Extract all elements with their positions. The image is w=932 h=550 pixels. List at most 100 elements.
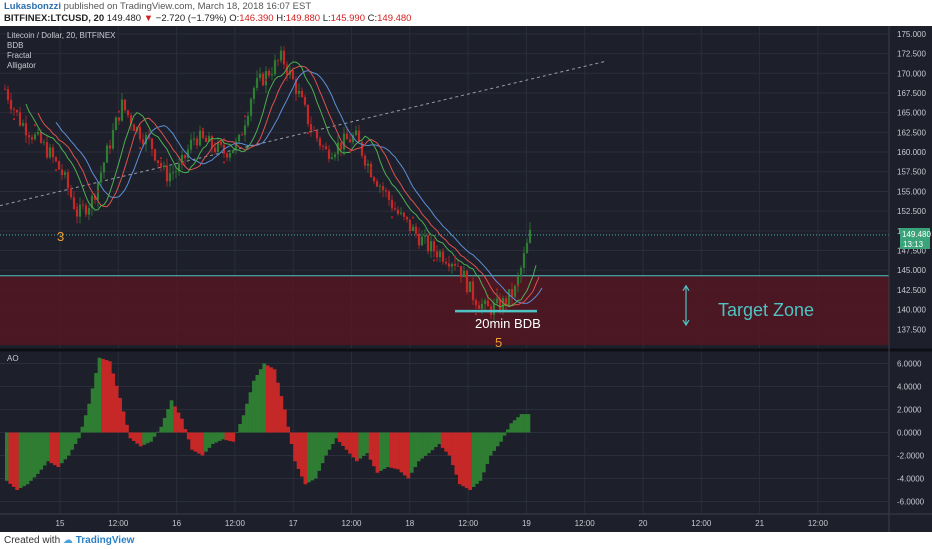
- time-tick-label: 12:00: [575, 519, 596, 528]
- candle-body: [102, 162, 106, 173]
- time-tick-label: 12:00: [808, 519, 829, 528]
- ao-bar: [169, 400, 174, 433]
- candle-body: [426, 235, 430, 252]
- ao-bar: [25, 432, 30, 485]
- candle-body: [333, 154, 337, 158]
- candle-body: [345, 133, 349, 140]
- ao-bar: [481, 432, 486, 473]
- ao-bar: [406, 432, 411, 479]
- candle-body: [444, 261, 448, 264]
- ao-bar: [210, 432, 215, 444]
- ao-bar: [46, 432, 50, 462]
- ao-bar: [327, 432, 332, 450]
- ao-bar: [49, 432, 54, 464]
- candle-body: [213, 147, 217, 152]
- close-value: 149.480: [377, 13, 412, 24]
- candle-body: [111, 130, 115, 149]
- candle-body: [180, 154, 184, 164]
- fractal-marker: [391, 216, 393, 219]
- ao-bar: [104, 360, 109, 433]
- candle-body: [486, 300, 490, 307]
- candle-body: [189, 139, 193, 150]
- ao-bar: [18, 432, 23, 489]
- candle-body: [177, 163, 181, 172]
- alligator-teeth-line: [37, 65, 540, 307]
- candle-body: [234, 141, 238, 150]
- alligator-lines: [25, 61, 543, 308]
- ao-bar: [427, 432, 431, 454]
- candle-body: [312, 130, 316, 132]
- candle-body: [459, 266, 463, 278]
- price-tick-label: 160.000: [897, 148, 926, 157]
- publish-line: Lukasbonzzi published on TradingView.com…: [4, 1, 311, 12]
- candle-body: [198, 130, 202, 146]
- ao-bar: [293, 432, 297, 462]
- ao-bar: [451, 432, 455, 466]
- author-link[interactable]: Lukasbonzzi: [4, 1, 62, 12]
- symbol-label[interactable]: BITFINEX:LTCUSD, 20: [4, 13, 105, 24]
- candle-body: [159, 163, 163, 168]
- ao-bar: [296, 432, 301, 469]
- price-axis-labels: 137.500140.000142.500145.000147.500150.0…: [897, 30, 926, 334]
- candle-body: [21, 123, 25, 126]
- candle-body: [66, 172, 70, 189]
- ao-bar: [39, 432, 44, 470]
- candle-body: [33, 134, 37, 140]
- ao-pane-label[interactable]: AO: [7, 354, 19, 363]
- candle-body: [423, 235, 427, 237]
- time-tick-label: 18: [405, 519, 414, 528]
- ao-bar: [197, 432, 201, 454]
- candle-body: [105, 145, 109, 163]
- time-tick-label: 12:00: [225, 519, 246, 528]
- candle-body: [405, 216, 409, 220]
- ao-bar: [276, 382, 280, 433]
- candle-body: [300, 90, 304, 98]
- candle-body: [252, 87, 256, 99]
- candle-body: [372, 177, 376, 182]
- candle-body: [72, 197, 76, 210]
- price-tick-label: 137.500: [897, 325, 926, 334]
- ao-bar: [478, 432, 483, 481]
- candle-body: [309, 124, 313, 131]
- candle-body: [378, 186, 382, 188]
- candle-body: [306, 104, 310, 125]
- ao-bar: [313, 432, 318, 479]
- candle-body: [396, 209, 400, 214]
- price-tick-label: 157.500: [897, 168, 926, 177]
- candle-body: [324, 146, 328, 150]
- fractal-marker: [307, 132, 309, 135]
- ao-bar: [519, 414, 524, 433]
- ao-bar: [204, 432, 208, 452]
- legend-indicator-fractal[interactable]: Fractal: [7, 51, 32, 60]
- fractal-marker: [475, 313, 477, 316]
- ao-histogram: [5, 357, 531, 490]
- legend-indicator-bdb[interactable]: BDB: [7, 41, 23, 50]
- candle-body: [480, 303, 484, 309]
- chart-canvas[interactable]: 137.500 140.000 142.500 145.000 147.500 15 0.0…: [0, 26, 932, 532]
- fractal-marker: [349, 150, 351, 153]
- ao-bar: [56, 432, 61, 467]
- candle-body: [516, 276, 520, 286]
- fractal-marker: [76, 206, 78, 209]
- candle-body: [87, 208, 91, 215]
- candle-body: [270, 74, 274, 76]
- ao-bar: [138, 432, 143, 447]
- wave-3-label: 3: [57, 229, 64, 244]
- ao-bar: [97, 357, 102, 433]
- fractal-marker: [412, 216, 414, 219]
- fractal-marker: [13, 118, 15, 121]
- candle-body: [387, 191, 391, 200]
- candle-body: [276, 60, 280, 61]
- ao-bar: [80, 426, 85, 433]
- high-label: H:: [276, 13, 286, 24]
- fractal-marker: [34, 124, 36, 127]
- candle-body: [471, 281, 475, 301]
- price-tick-label: 145.000: [897, 266, 926, 275]
- candle-body: [318, 138, 322, 146]
- ao-bar: [5, 432, 9, 481]
- candle-body: [3, 89, 7, 90]
- tradingview-brand-link[interactable]: TradingView: [75, 535, 135, 546]
- ao-bar: [351, 432, 356, 458]
- legend-indicator-alligator[interactable]: Alligator: [7, 61, 36, 70]
- ao-bar: [90, 388, 95, 433]
